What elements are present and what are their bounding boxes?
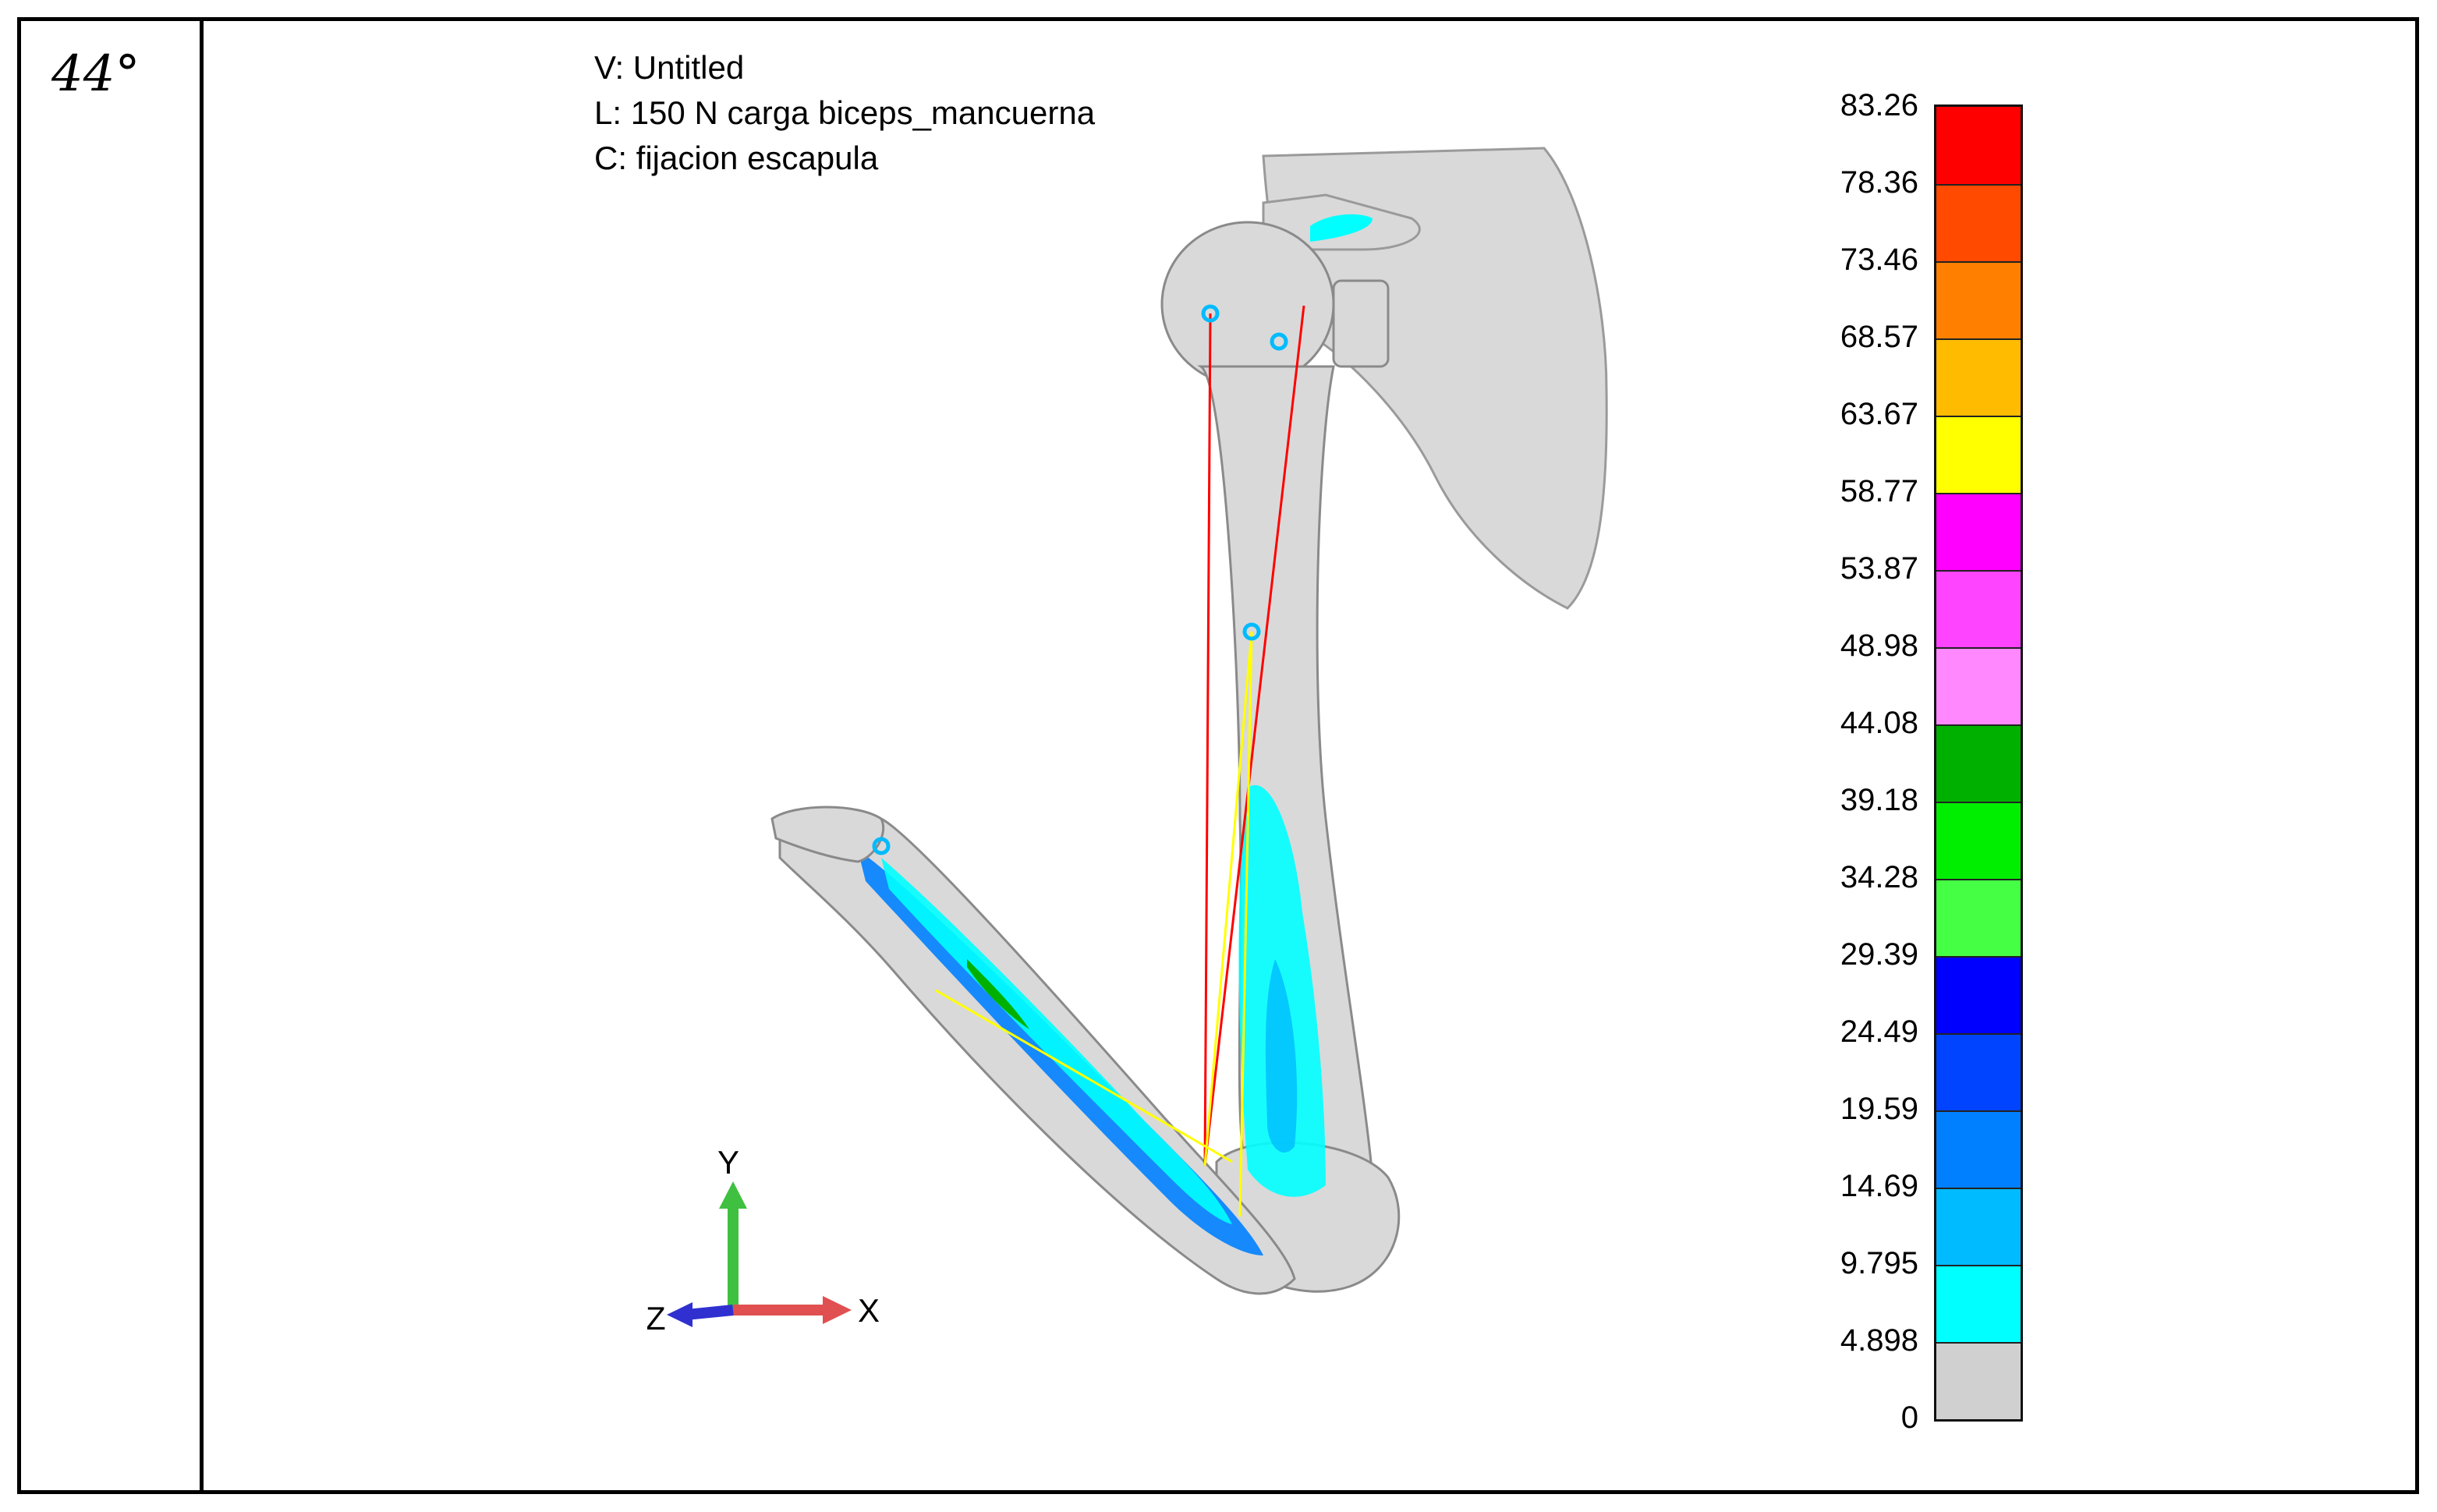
colorbar-segment xyxy=(1936,416,2021,493)
colorbar-tick-label: 53.87 xyxy=(1840,551,1918,586)
colorbar-tick-label: 14.69 xyxy=(1840,1169,1918,1203)
constraint-case: C: fijacion escapula xyxy=(594,140,879,176)
insertion-marker xyxy=(1201,304,1220,323)
colorbar-segment xyxy=(1936,493,2021,570)
panel-divider xyxy=(200,17,204,1494)
colorbar-segment xyxy=(1936,956,2021,1033)
colorbar-segment xyxy=(1936,1110,2021,1188)
z-axis-label: Z xyxy=(647,1300,666,1337)
figure-frame xyxy=(17,17,2419,1494)
colorbar-segment xyxy=(1936,647,2021,724)
fe-model-render xyxy=(770,147,1608,1295)
colorbar-segment xyxy=(1936,107,2021,184)
colorbar-tick-label: 24.49 xyxy=(1840,1014,1918,1049)
colorbar-segment xyxy=(1936,1265,2021,1342)
insertion-marker xyxy=(1242,622,1261,641)
colorbar-segment xyxy=(1936,261,2021,338)
colorbar-segment xyxy=(1936,802,2021,879)
muscle-line-brachialis xyxy=(1238,631,1253,1217)
colorbar-tick-label: 39.18 xyxy=(1840,783,1918,817)
muscle-line-biceps-long xyxy=(1203,313,1212,1167)
load-case: L: 150 N carga biceps_mancuerna xyxy=(594,94,1096,131)
insertion-marker xyxy=(872,837,891,855)
colorbar-segment xyxy=(1936,724,2021,802)
colorbar-tick-label: 68.57 xyxy=(1840,320,1918,354)
colorbar-tick-label: 19.59 xyxy=(1840,1092,1918,1126)
colorbar-tick-label: 44.08 xyxy=(1840,706,1918,740)
muscle-line-forearm xyxy=(935,989,1233,1163)
angle-label: 44° xyxy=(51,45,140,103)
colorbar-tick-label: 4.898 xyxy=(1840,1323,1918,1358)
colorbar-segment xyxy=(1936,1342,2021,1419)
colorbar-tick-label: 48.98 xyxy=(1840,629,1918,663)
view-name: V: Untitled xyxy=(594,49,745,86)
humeral-head xyxy=(1160,221,1335,388)
z-axis-arrow xyxy=(685,1305,734,1320)
colorbar-tick-label: 9.795 xyxy=(1840,1246,1918,1280)
muscle-line-biceps-short xyxy=(1203,305,1305,1167)
colorbar-tick-label: 63.67 xyxy=(1840,397,1918,431)
colorbar-tick-label: 78.36 xyxy=(1840,165,1918,200)
colorbar-segment xyxy=(1936,338,2021,416)
colorbar-tick-label: 73.46 xyxy=(1840,243,1918,277)
muscle-line-brachioradialis xyxy=(1203,631,1253,1167)
colorbar-tick-label: 29.39 xyxy=(1840,937,1918,972)
y-axis-label: Y xyxy=(717,1146,739,1181)
colorbar-tick-label: 58.77 xyxy=(1840,474,1918,508)
colorbar-segment xyxy=(1936,1188,2021,1265)
colorbar-segment xyxy=(1936,879,2021,956)
colorbar-tick-label: 34.28 xyxy=(1840,860,1918,894)
hand-end xyxy=(770,806,885,863)
view-info: V: Untitled L: 150 N carga biceps_mancue… xyxy=(594,45,1095,181)
x-axis-label: X xyxy=(858,1292,880,1329)
colorbar-tick-label: 83.26 xyxy=(1840,88,1918,122)
axes-triad: Y X Z xyxy=(647,1146,880,1337)
insertion-marker xyxy=(1270,332,1288,351)
colorbar-tick-label: 0 xyxy=(1900,1400,1918,1435)
colorbar-segment xyxy=(1936,570,2021,647)
colorbar-segment xyxy=(1936,184,2021,261)
stress-colorbar xyxy=(1934,104,2023,1422)
glenoid-block xyxy=(1332,279,1390,368)
colorbar-segment xyxy=(1936,1033,2021,1110)
